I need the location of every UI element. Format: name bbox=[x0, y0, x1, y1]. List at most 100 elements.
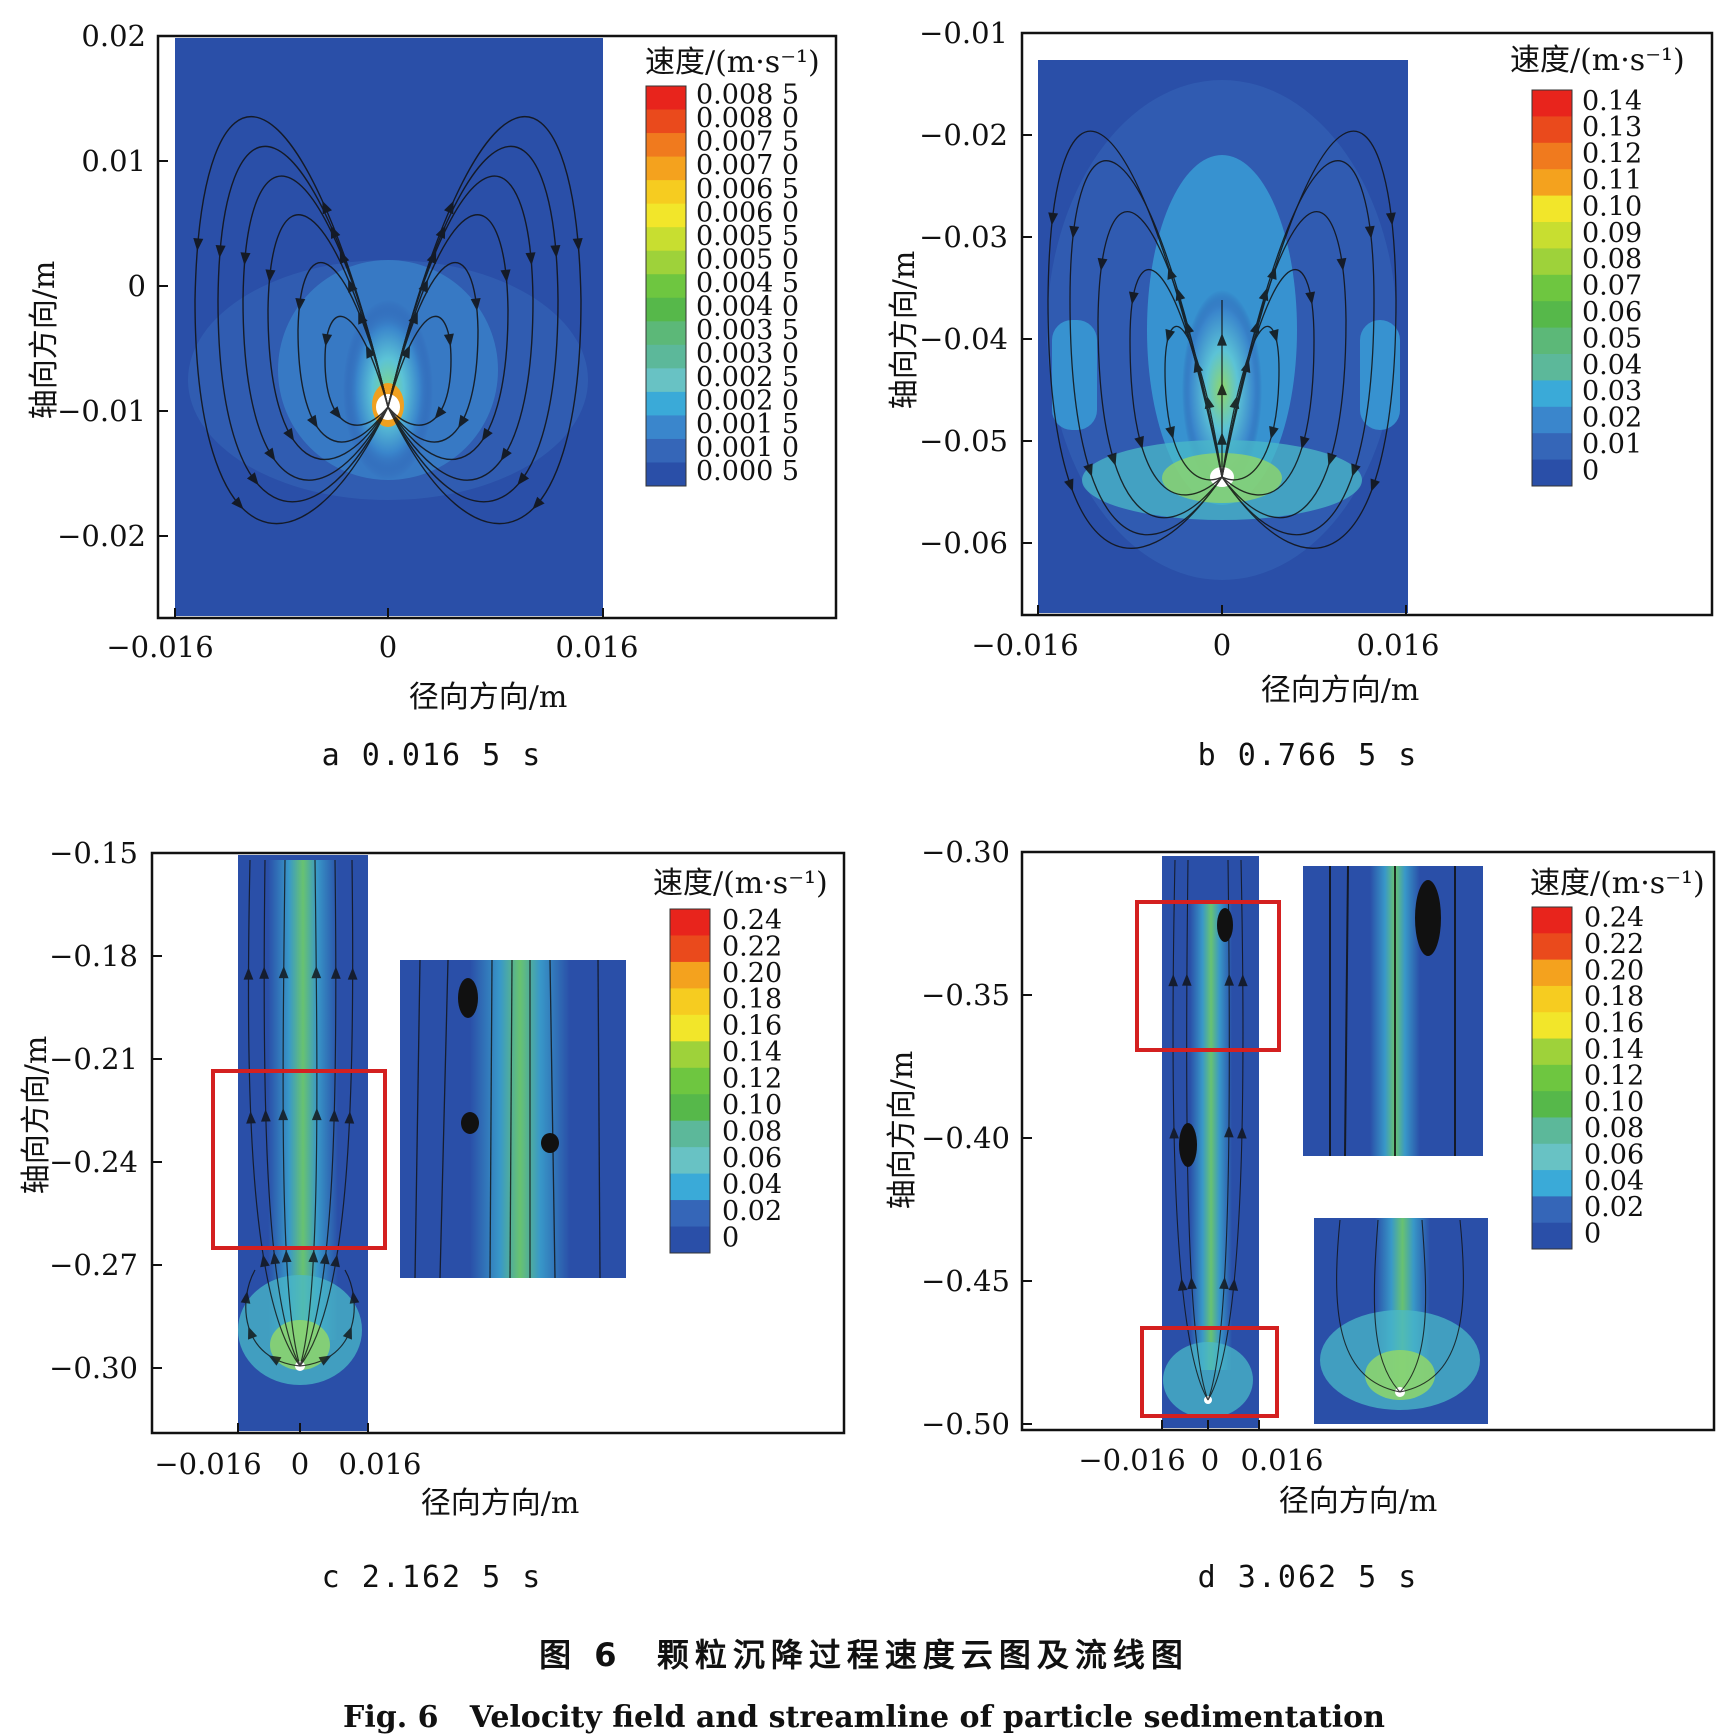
panel-b-xtick-0: −0.016 bbox=[971, 628, 1078, 662]
panel-d-highlight-box-bottom bbox=[1140, 1326, 1279, 1418]
panel-b-yticks bbox=[1022, 32, 1407, 615]
panel-c-colorbar-label: 0 bbox=[722, 1222, 739, 1253]
panel-a-colorbar-label: 0.007 0 bbox=[696, 150, 799, 181]
streamline-arrow-icon bbox=[307, 414, 318, 429]
panel-d-yticks bbox=[1022, 851, 1260, 1430]
panel-a-yticks bbox=[158, 35, 604, 618]
panel-c-colorbar-label: 0.22 bbox=[722, 931, 782, 962]
streamline-arrow-icon bbox=[517, 472, 530, 486]
streamline-arrow-icon bbox=[322, 333, 333, 347]
panel-b-side-right bbox=[1360, 320, 1400, 430]
panel-a-colorbar-swatch bbox=[646, 86, 686, 111]
streamline-arrow-icon bbox=[408, 311, 418, 325]
panel-c-colorbar-label: 0.04 bbox=[722, 1169, 782, 1200]
panel-d-colorbar-label: 0 bbox=[1584, 1218, 1601, 1249]
streamline-arrow-icon bbox=[1204, 395, 1215, 410]
streamline-arrow-icon bbox=[443, 333, 454, 347]
streamline-arrow-icon bbox=[470, 297, 481, 312]
panel-b-colorbar-swatch bbox=[1532, 90, 1572, 117]
panel-d-xlabel: 径向方向/m bbox=[1279, 1484, 1438, 1519]
streamline-arrow-icon bbox=[318, 1355, 332, 1366]
panel-c-colorbar-swatch bbox=[670, 935, 710, 963]
panel-a-colorbar-label: 0.002 5 bbox=[696, 362, 799, 393]
streamline-arrow-icon bbox=[572, 238, 583, 252]
streamline-arrow-icon bbox=[339, 250, 350, 265]
panel-b-ytick-2: −0.03 bbox=[919, 220, 1008, 254]
panel-d-ytick-1: −0.35 bbox=[921, 978, 1010, 1012]
panel-b-ytick-1: −0.02 bbox=[919, 118, 1008, 152]
streamline-arrow-icon bbox=[1240, 359, 1251, 374]
panel-c-colorbar-label: 0.08 bbox=[722, 1117, 782, 1148]
streamline-arrow-icon bbox=[347, 967, 358, 980]
streamline-arrow-icon bbox=[268, 1355, 282, 1366]
panel-b-xtick-1: 0 bbox=[1213, 628, 1231, 662]
streamline-arrow-icon bbox=[418, 279, 428, 293]
panel-d-colorbar-label: 0.06 bbox=[1584, 1140, 1644, 1171]
streamline-arrow-icon bbox=[1300, 435, 1310, 450]
panel-a-colorbar-label: 0.004 5 bbox=[696, 268, 799, 299]
streamline-arrow-icon bbox=[311, 965, 322, 979]
panel-b-colorbar-label: 0.06 bbox=[1582, 297, 1642, 328]
panel-a-colorbar-border bbox=[645, 85, 687, 487]
panel-a-xtick-1: 0 bbox=[379, 630, 397, 664]
panel-a-colorbar-swatch bbox=[646, 462, 686, 487]
panel-d-inset-top-lines bbox=[1329, 865, 1456, 1157]
panel-a-colorbar-label: 0.007 5 bbox=[696, 127, 799, 158]
streamline-arrow-icon bbox=[1224, 1125, 1234, 1138]
streamline-arrow-icon bbox=[231, 496, 244, 510]
panel-b-colorbar-label: 0.12 bbox=[1582, 139, 1642, 170]
panel-b-sublabel: b 0.766 5 s bbox=[1198, 738, 1419, 773]
streamline-arrow-icon bbox=[283, 427, 295, 442]
panel-a-colorbar-label: 0.001 0 bbox=[696, 433, 799, 464]
panel-c-streamlines bbox=[240, 859, 360, 1367]
panel-d-vortex-2 bbox=[1179, 1123, 1197, 1167]
panel-d-colorbar-swatch bbox=[1532, 1196, 1572, 1224]
panel-b-xlabel: 径向方向/m bbox=[1261, 673, 1420, 708]
panel-d-colorbar-label: 0.18 bbox=[1584, 982, 1644, 1013]
panel-d-colorbar-label: 0.02 bbox=[1584, 1192, 1644, 1223]
panel-a-ytick-4: −0.02 bbox=[57, 519, 146, 553]
panel-b-colorbar-label: 0.05 bbox=[1582, 323, 1642, 354]
streamline-arrow-icon bbox=[240, 252, 251, 266]
panel-a-colorbar-swatch bbox=[646, 391, 686, 416]
panel-c-inset-vortex-3 bbox=[541, 1133, 559, 1153]
streamline-arrow-icon bbox=[1238, 974, 1248, 987]
panel-b-colorbar-label: 0.10 bbox=[1582, 191, 1642, 222]
panel-d-colorbar-label: 0.16 bbox=[1584, 1008, 1644, 1039]
streamline-arrow-icon bbox=[259, 966, 270, 979]
panel-c-colorbar-label: 0.20 bbox=[722, 958, 782, 989]
panel-a-ylabel: 轴向方向/m bbox=[27, 261, 62, 420]
panel-d-ytick-2: −0.40 bbox=[921, 1121, 1010, 1155]
panel-c-colorbar-swatch bbox=[670, 961, 710, 989]
panel-c-colorbar-label: 0.06 bbox=[722, 1143, 782, 1174]
panel-b-colorbar-swatch bbox=[1532, 222, 1572, 249]
panel-a-colorbar-label: 0.004 0 bbox=[696, 291, 799, 322]
panel-c-sublabel: c 2.162 5 s bbox=[322, 1560, 543, 1595]
panel-d-colorbar-swatch bbox=[1532, 959, 1572, 987]
streamline-arrow-icon bbox=[1305, 291, 1316, 305]
streamline-arrow-icon bbox=[1258, 287, 1269, 302]
streamline-arrow-icon bbox=[329, 1109, 339, 1122]
panel-b-xtick-2: 0.016 bbox=[1356, 628, 1439, 662]
panel-d-xtick-2: 0.016 bbox=[1240, 1443, 1323, 1477]
streamline-arrow-icon bbox=[248, 1326, 258, 1340]
panel-a-colorbar-label: 0.003 5 bbox=[696, 315, 799, 346]
streamline-arrow-icon bbox=[246, 1111, 256, 1124]
panel-d-colorbar-swatch bbox=[1532, 1064, 1572, 1092]
streamline-arrow-icon bbox=[358, 311, 368, 325]
panel-a-colorbar-label: 0.005 0 bbox=[696, 244, 799, 275]
streamline-arrow-icon bbox=[270, 1251, 281, 1265]
panel-c-xtick-2: 0.016 bbox=[338, 1447, 421, 1481]
streamline-arrow-icon bbox=[278, 1107, 289, 1121]
streamline-arrow-icon bbox=[215, 244, 226, 258]
streamline-arrow-icon bbox=[1351, 463, 1361, 477]
panel-b-colorbar-swatch bbox=[1532, 116, 1572, 144]
panel-a-colorbar-swatch bbox=[646, 227, 686, 252]
streamline-arrow-icon bbox=[193, 238, 204, 252]
streamline-arrow-icon bbox=[1385, 212, 1396, 226]
panel-b-colorbar-label: 0 bbox=[1582, 455, 1599, 486]
panel-c-ytick-3: −0.24 bbox=[49, 1145, 138, 1179]
panel-c-colorbar-swatch bbox=[670, 1067, 710, 1095]
panel-d-colorbar-label: 0.08 bbox=[1584, 1113, 1644, 1144]
panel-c-colorbar-label: 0.02 bbox=[722, 1196, 782, 1227]
